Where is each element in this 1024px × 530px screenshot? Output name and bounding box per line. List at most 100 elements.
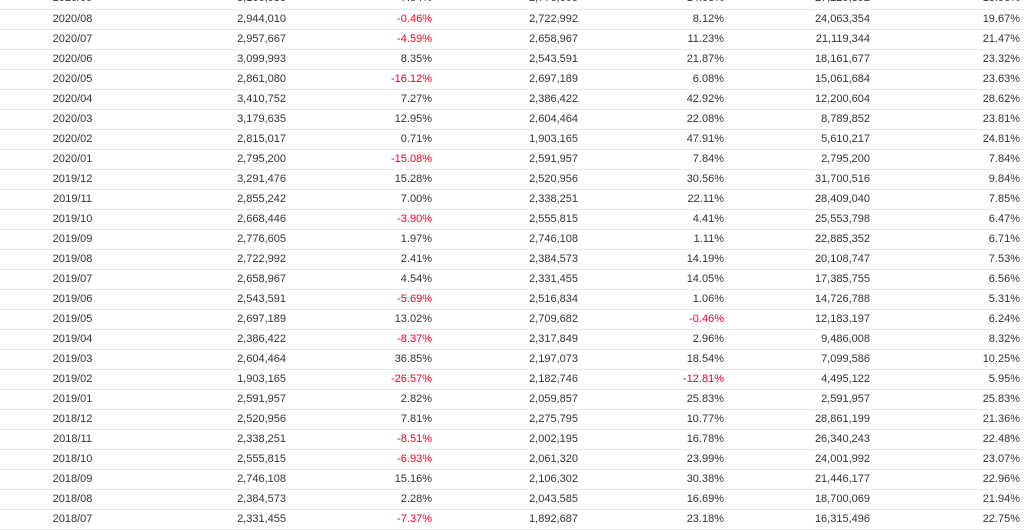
- value-a-cell: 2,861,080: [145, 69, 290, 90]
- change-c-cell: 25.83%: [874, 389, 1024, 410]
- table-row: 2020/06 3,099,993 8.35% 2,543,591 21.87% 18,1…: [0, 49, 1024, 70]
- change-a-cell: 2.28%: [290, 489, 436, 510]
- month-cell: 2020/04: [0, 89, 145, 110]
- value-a-cell: 2,944,010: [145, 9, 290, 30]
- change-c-cell: 23.32%: [874, 49, 1024, 70]
- table-row: 2019/04 2,386,422 -8.37% 2,317,849 2.96% 9,48…: [0, 329, 1024, 350]
- value-b-cell: 2,591,957: [436, 149, 582, 170]
- table-row: 2020/03 3,179,635 12.95% 2,604,464 22.08% 8,7…: [0, 109, 1024, 130]
- change-c-cell: 23.07%: [874, 449, 1024, 470]
- month-cell: 2019/09: [0, 229, 145, 250]
- table-row: 2019/12 3,291,476 15.28% 2,520,956 30.56% 31,…: [0, 169, 1024, 190]
- change-a-cell: 7.27%: [290, 89, 436, 110]
- month-cell: 2019/08: [0, 249, 145, 270]
- change-a-cell: 7.00%: [290, 189, 436, 210]
- table-row: 2019/02 1,903,165 -26.57% 2,182,746 -12.81% 4…: [0, 369, 1024, 390]
- change-c-cell: 22.96%: [874, 469, 1024, 490]
- value-a-cell: 2,555,815: [145, 449, 290, 470]
- month-cell: 2020/05: [0, 69, 145, 90]
- value-a-cell: 2,697,189: [145, 309, 290, 330]
- month-cell: 2018/09: [0, 469, 145, 490]
- month-cell: 2018/11: [0, 429, 145, 450]
- cumulative-cell: 24,001,992: [728, 449, 874, 470]
- value-b-cell: 2,520,956: [436, 169, 582, 190]
- change-c-cell: 19.67%: [874, 9, 1024, 30]
- value-a-cell: 2,384,573: [145, 489, 290, 510]
- value-b-cell: 2,059,857: [436, 389, 582, 410]
- value-b-cell: 2,722,992: [436, 9, 582, 30]
- change-a-cell: 7.81%: [290, 409, 436, 430]
- value-b-cell: 2,182,746: [436, 369, 582, 390]
- cumulative-cell: 22,885,352: [728, 229, 874, 250]
- value-b-cell: 1,903,165: [436, 129, 582, 150]
- cumulative-cell: 12,200,604: [728, 89, 874, 110]
- change-b-cell: 7.84%: [582, 149, 728, 170]
- month-cell: 2018/08: [0, 489, 145, 510]
- month-cell: 2019/12: [0, 169, 145, 190]
- change-c-cell: 8.32%: [874, 329, 1024, 350]
- change-b-cell: 22.08%: [582, 109, 728, 130]
- change-c-cell: 18.98%: [874, 0, 1024, 10]
- change-b-cell: -0.46%: [582, 309, 728, 330]
- cumulative-cell: 8,789,852: [728, 109, 874, 130]
- value-b-cell: 2,002,195: [436, 429, 582, 450]
- table-row: 2019/03 2,604,464 36.85% 2,197,073 18.54% 7,0…: [0, 349, 1024, 370]
- table-row: 2020/07 2,957,667 -4.59% 2,658,967 11.23% 21,…: [0, 29, 1024, 50]
- cumulative-cell: 20,108,747: [728, 249, 874, 270]
- table-row: 2019/11 2,855,242 7.00% 2,338,251 22.11% 28,4…: [0, 189, 1024, 210]
- table-row: 2018/11 2,338,251 -8.51% 2,002,195 16.78% 26,…: [0, 429, 1024, 450]
- value-a-cell: 2,668,446: [145, 209, 290, 230]
- change-b-cell: 2.96%: [582, 329, 728, 350]
- change-a-cell: 7.54%: [290, 0, 436, 10]
- cumulative-cell: 26,340,243: [728, 429, 874, 450]
- cumulative-cell: 31,700,516: [728, 169, 874, 190]
- change-c-cell: 21.36%: [874, 409, 1024, 430]
- value-b-cell: 2,543,591: [436, 49, 582, 70]
- month-cell: 2019/02: [0, 369, 145, 390]
- change-b-cell: 42.92%: [582, 89, 728, 110]
- change-a-cell: -8.51%: [290, 429, 436, 450]
- month-cell: 2019/07: [0, 269, 145, 290]
- change-c-cell: 5.95%: [874, 369, 1024, 390]
- change-a-cell: -4.59%: [290, 29, 436, 50]
- value-a-cell: 2,543,591: [145, 289, 290, 310]
- value-a-cell: 2,722,992: [145, 249, 290, 270]
- table-row: 2020/05 2,861,080 -16.12% 2,697,189 6.08% 15,…: [0, 69, 1024, 90]
- change-c-cell: 7.53%: [874, 249, 1024, 270]
- value-b-cell: 1,892,687: [436, 509, 582, 530]
- table-row: 2020/02 2,815,017 0.71% 1,903,165 47.91% 5,61…: [0, 129, 1024, 150]
- value-a-cell: 3,099,993: [145, 49, 290, 70]
- cumulative-cell: 14,726,788: [728, 289, 874, 310]
- change-b-cell: 47.91%: [582, 129, 728, 150]
- value-b-cell: 2,697,189: [436, 69, 582, 90]
- change-c-cell: 21.47%: [874, 29, 1024, 50]
- value-b-cell: 2,604,464: [436, 109, 582, 130]
- value-b-cell: 2,331,455: [436, 269, 582, 290]
- cumulative-cell: 21,119,344: [728, 29, 874, 50]
- change-b-cell: 14.03%: [582, 0, 728, 10]
- change-b-cell: 1.11%: [582, 229, 728, 250]
- month-cell: 2019/05: [0, 309, 145, 330]
- change-c-cell: 23.63%: [874, 69, 1024, 90]
- change-c-cell: 7.84%: [874, 149, 1024, 170]
- change-a-cell: 12.95%: [290, 109, 436, 130]
- cumulative-cell: 12,183,197: [728, 309, 874, 330]
- cumulative-cell: 16,315,496: [728, 509, 874, 530]
- cumulative-cell: 2,591,957: [728, 389, 874, 410]
- change-a-cell: 4.54%: [290, 269, 436, 290]
- table-row: 2019/06 2,543,591 -5.69% 2,516,834 1.06% 14,7…: [0, 289, 1024, 310]
- table-row: 2019/07 2,658,967 4.54% 2,331,455 14.05% 17,3…: [0, 269, 1024, 290]
- change-b-cell: 18.54%: [582, 349, 728, 370]
- change-c-cell: 7.85%: [874, 189, 1024, 210]
- month-cell: 2019/10: [0, 209, 145, 230]
- value-a-cell: 2,855,242: [145, 189, 290, 210]
- change-a-cell: -26.57%: [290, 369, 436, 390]
- change-c-cell: 21.94%: [874, 489, 1024, 510]
- value-a-cell: 3,166,038: [145, 0, 290, 10]
- value-a-cell: 2,338,251: [145, 429, 290, 450]
- cumulative-cell: 15,061,684: [728, 69, 874, 90]
- change-c-cell: 6.71%: [874, 229, 1024, 250]
- change-b-cell: 22.11%: [582, 189, 728, 210]
- change-b-cell: 6.08%: [582, 69, 728, 90]
